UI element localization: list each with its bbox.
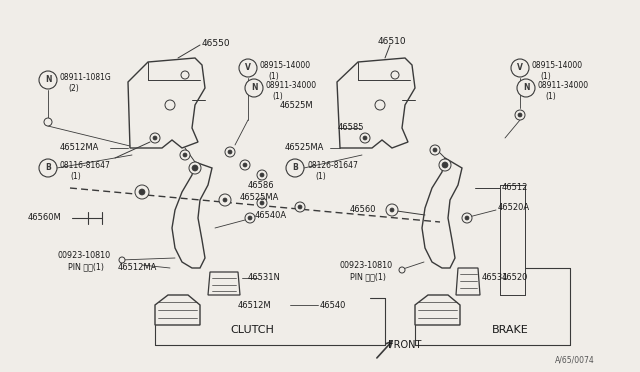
Circle shape [150,133,160,143]
Circle shape [462,213,472,223]
Circle shape [192,165,198,171]
Circle shape [298,205,302,209]
Circle shape [189,162,201,174]
Circle shape [433,148,437,152]
Circle shape [135,185,149,199]
Circle shape [465,216,469,220]
Circle shape [515,110,525,120]
Circle shape [260,201,264,205]
Text: 00923-10810: 00923-10810 [340,260,393,269]
Circle shape [360,133,370,143]
Circle shape [119,257,125,263]
Circle shape [181,71,189,79]
Circle shape [219,194,231,206]
Circle shape [295,202,305,212]
Text: N: N [251,83,257,93]
Circle shape [260,173,264,177]
Text: V: V [245,64,251,73]
Circle shape [517,79,535,97]
Text: BRAKE: BRAKE [492,325,529,335]
Text: N: N [523,83,529,93]
Text: 46540A: 46540A [255,211,287,219]
Text: FRONT: FRONT [388,340,421,350]
Circle shape [391,71,399,79]
Text: 46531N: 46531N [248,273,281,282]
Text: (1): (1) [315,173,326,182]
Text: PIN ビ゛(1): PIN ビ゛(1) [68,263,104,272]
Text: 08911-34000: 08911-34000 [538,81,589,90]
Text: 08911-34000: 08911-34000 [266,81,317,90]
Circle shape [430,145,440,155]
Text: 08915-14000: 08915-14000 [260,61,311,71]
Circle shape [245,79,263,97]
Text: 46520: 46520 [502,273,529,282]
Circle shape [180,150,190,160]
Text: N: N [45,76,51,84]
Text: 46512: 46512 [502,183,529,192]
Text: 08911-1081G: 08911-1081G [59,74,111,83]
Text: CLUTCH: CLUTCH [230,325,274,335]
Text: 08126-81647: 08126-81647 [307,161,358,170]
Text: 46512M: 46512M [238,301,271,310]
Text: 46540: 46540 [320,301,346,310]
Circle shape [518,113,522,117]
Circle shape [390,208,394,212]
Circle shape [228,150,232,154]
Text: 08915-14000: 08915-14000 [532,61,583,71]
Circle shape [439,159,451,171]
Circle shape [240,160,250,170]
Text: (1): (1) [268,73,279,81]
Text: (1): (1) [70,173,81,182]
Circle shape [257,198,267,208]
Text: 46525MA: 46525MA [285,144,324,153]
Text: 46586: 46586 [248,180,275,189]
Circle shape [165,100,175,110]
Text: PIN ビ゛(1): PIN ビ゛(1) [350,273,386,282]
Text: (1): (1) [272,93,283,102]
Circle shape [39,71,57,89]
Circle shape [39,159,57,177]
Text: 08116-81647: 08116-81647 [60,161,111,170]
Text: 46512MA: 46512MA [118,263,157,273]
Text: 46512MA: 46512MA [60,144,99,153]
Text: 00923-10810: 00923-10810 [58,250,111,260]
Text: 46510: 46510 [378,38,406,46]
Text: V: V [517,64,523,73]
Circle shape [183,153,187,157]
Circle shape [245,213,255,223]
Text: 46550: 46550 [202,38,230,48]
Circle shape [286,159,304,177]
Circle shape [225,147,235,157]
Circle shape [375,100,385,110]
Circle shape [257,170,267,180]
Circle shape [511,59,529,77]
Circle shape [442,162,448,168]
Circle shape [386,204,398,216]
Circle shape [153,136,157,140]
Circle shape [363,136,367,140]
Text: B: B [45,164,51,173]
Circle shape [139,189,145,195]
Text: (1): (1) [545,93,556,102]
Text: 46531: 46531 [482,273,509,282]
Circle shape [243,163,247,167]
Text: 46525M: 46525M [280,100,314,109]
Circle shape [44,118,52,126]
Text: B: B [292,164,298,173]
Text: (1): (1) [540,73,551,81]
Circle shape [239,59,257,77]
Text: 46560: 46560 [350,205,376,215]
Circle shape [399,267,405,273]
Text: 46585: 46585 [338,124,365,132]
Text: (2): (2) [68,84,79,93]
Text: 46560M: 46560M [28,214,61,222]
Text: 46520A: 46520A [498,203,530,212]
Circle shape [223,198,227,202]
Circle shape [248,216,252,220]
Text: A/65/0074: A/65/0074 [556,356,595,365]
Text: 46525MA: 46525MA [240,192,280,202]
